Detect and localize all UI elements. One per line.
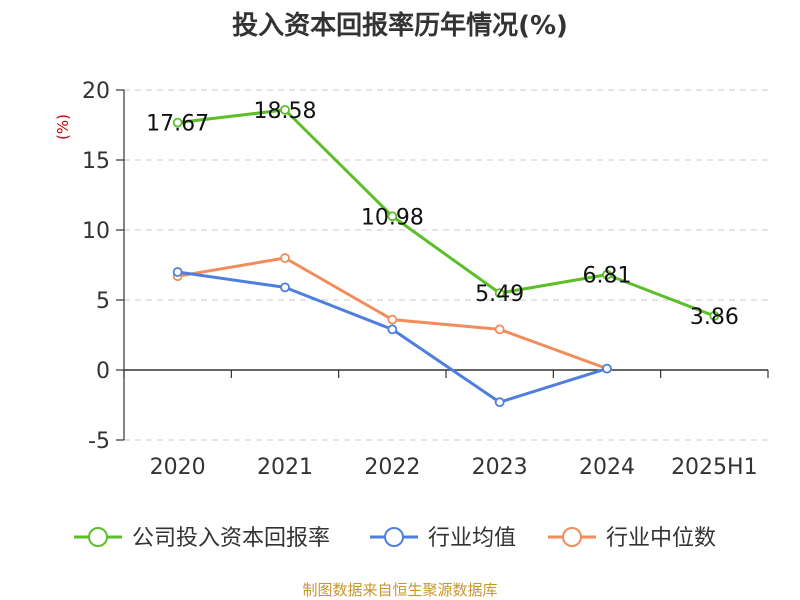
data-point: [172, 117, 183, 128]
data-label: 17.67: [146, 112, 209, 137]
data-point: [602, 269, 612, 280]
data-point: [387, 324, 398, 335]
legend-label: 公司投入资本回报率: [132, 526, 330, 551]
series-layer: [172, 104, 720, 408]
x-tick-label: 2022: [364, 455, 420, 480]
y-tick-label: 15: [82, 149, 110, 174]
y-tick-label: 20: [82, 79, 110, 104]
data-label: 3.86: [690, 305, 739, 330]
series-line: [177, 256, 608, 371]
legend-marker: [88, 527, 108, 547]
legend-marker: [562, 527, 582, 547]
data-label-layer: 17.67 18.58 10.98 5.49 6.81 3.86: [146, 99, 739, 330]
data-point: [280, 253, 290, 263]
y-tick-label: 5: [96, 289, 110, 314]
data-point: [709, 311, 720, 321]
data-point: [280, 104, 290, 115]
data-point: [172, 267, 183, 277]
y-tick-label: -5: [88, 429, 110, 454]
legend-label: 行业中位数: [606, 526, 716, 551]
data-point: [494, 397, 505, 408]
legend-marker: [384, 527, 404, 547]
data-point: [387, 211, 398, 222]
source-note: 制图数据来自恒生聚源数据库: [302, 581, 497, 599]
legend-label: 行业均值: [428, 526, 516, 551]
data-label: 5.49: [475, 282, 524, 307]
series-line: [177, 108, 715, 318]
y-tick-label: 0: [96, 359, 110, 384]
grid-layer: [124, 89, 768, 441]
x-tick-label: 2024: [579, 455, 635, 480]
data-point: [602, 363, 612, 374]
x-tick-label: 2023: [472, 455, 528, 480]
x-tick-label: 2021: [257, 455, 313, 480]
data-label: 10.98: [361, 205, 424, 230]
legend: 公司投入资本回报率 行业均值 行业中位数: [74, 526, 716, 551]
x-tick-label: 2025H1: [671, 455, 758, 480]
data-point: [387, 314, 398, 325]
data-point: [280, 282, 290, 293]
chart-title: 投入资本回报率历年情况(%): [232, 10, 568, 41]
series-line: [177, 270, 608, 404]
data-label: 6.81: [583, 264, 632, 289]
y-tick-label: 10: [82, 219, 110, 244]
data-label: 18.58: [254, 99, 317, 124]
data-point: [494, 288, 505, 299]
y-axis-unit: (%): [54, 114, 72, 140]
x-tick-label: 2020: [150, 455, 206, 480]
data-point: [494, 324, 505, 335]
